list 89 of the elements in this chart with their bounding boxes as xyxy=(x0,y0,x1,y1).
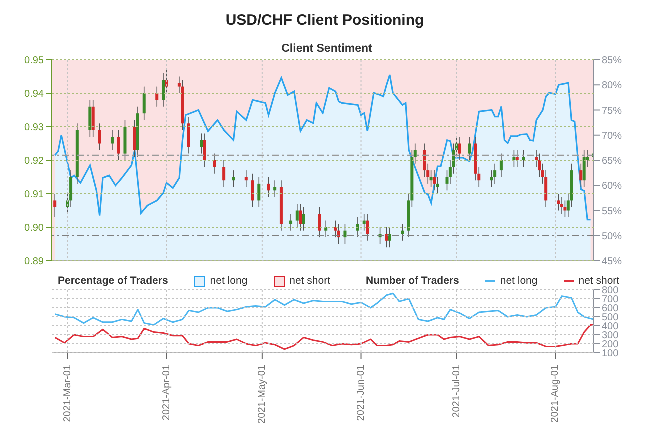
candlestick xyxy=(110,130,114,151)
candlestick xyxy=(162,73,165,108)
candlestick xyxy=(385,227,388,248)
legend-label: net short xyxy=(290,275,331,287)
legend-title: Number of Traders xyxy=(366,275,460,287)
candlestick xyxy=(302,207,306,232)
y2-tick-label: 600 xyxy=(602,304,620,315)
candlestick xyxy=(133,120,136,158)
y-tick-label: 0.92 xyxy=(24,156,44,168)
candlestick xyxy=(244,170,248,188)
x-tick-label: 2021-Apr-01 xyxy=(161,364,172,421)
y-tick-label: 0.94 xyxy=(24,89,44,100)
y2-tick-label: 45% xyxy=(602,256,622,268)
candlestick xyxy=(200,133,204,154)
candlestick xyxy=(337,224,340,245)
candlestick xyxy=(366,214,370,242)
candlestick xyxy=(516,150,519,168)
candlestick xyxy=(324,220,328,238)
y-tick-label: 0.89 xyxy=(24,256,44,268)
x-tick-label: 2021-Aug-01 xyxy=(550,364,562,423)
legend-label: net short xyxy=(578,275,620,287)
y2-tick-label: 500 xyxy=(602,312,620,324)
y-tick-label: 0.91 xyxy=(24,190,44,201)
candlestick xyxy=(299,204,302,232)
candlestick xyxy=(458,136,462,161)
candlestick xyxy=(142,86,146,121)
y2-tick-label: 60% xyxy=(602,181,622,192)
x-tick-label: 2021-May-01 xyxy=(256,364,268,424)
candlestick xyxy=(432,170,436,192)
y2-tick-label: 100 xyxy=(602,348,620,360)
candlestick xyxy=(557,194,560,212)
y-tick-label: 0.93 xyxy=(24,122,44,134)
y2-tick-label: 80% xyxy=(602,80,622,92)
x-tick-label: 2021-Mar-01 xyxy=(62,364,74,422)
candlestick xyxy=(290,214,293,232)
y2-tick-label: 50% xyxy=(602,231,622,242)
y2-tick-label: 75% xyxy=(602,106,622,117)
legend-label: net long xyxy=(500,275,538,287)
candlestick xyxy=(580,163,583,188)
candlestick xyxy=(582,150,586,188)
candlestick xyxy=(88,100,92,138)
candlestick xyxy=(494,163,497,184)
candlestick xyxy=(522,150,526,168)
chart-title: USD/CHF Client Positioning xyxy=(224,12,426,29)
legend-label: net long xyxy=(210,275,248,287)
candlestick xyxy=(564,200,567,218)
x-tick-label: 2021-Jul-01 xyxy=(451,364,462,418)
candlestick xyxy=(203,133,206,168)
candlestick xyxy=(213,153,216,174)
candlestick xyxy=(54,194,57,218)
candlestick xyxy=(344,224,347,245)
candlestick xyxy=(401,224,404,242)
candlestick xyxy=(560,196,564,214)
candlestick xyxy=(222,160,226,188)
candlestick xyxy=(318,207,322,238)
line-series xyxy=(54,292,594,326)
candlestick xyxy=(98,123,102,151)
candlestick xyxy=(70,170,73,208)
chart-subtitle: Client Sentiment xyxy=(280,43,374,55)
y2-tick-label: 70% xyxy=(602,130,622,142)
x-tick-label: 2021-Jun-01 xyxy=(356,364,367,422)
y2-tick-label: 400 xyxy=(602,322,620,333)
y2-tick-label: 65% xyxy=(602,156,622,168)
y-tick-label: 0.90 xyxy=(24,223,44,234)
candlestick xyxy=(267,176,270,198)
candlestick xyxy=(468,136,472,161)
candlestick xyxy=(296,204,299,228)
candlestick xyxy=(251,174,254,208)
candlestick xyxy=(92,100,95,138)
y2-tick-label: 200 xyxy=(602,340,620,351)
candlestick xyxy=(274,180,277,198)
y2-tick-label: 800 xyxy=(602,286,620,297)
legend-title: Percentage of Traders xyxy=(58,275,168,287)
y2-tick-label: 700 xyxy=(602,294,620,306)
candlestick xyxy=(362,214,366,232)
candlestick xyxy=(188,116,190,154)
y2-tick-label: 300 xyxy=(602,330,620,342)
candlestick xyxy=(258,176,261,208)
candlestick xyxy=(388,227,392,248)
candlestick xyxy=(356,217,360,238)
candlestick xyxy=(156,86,159,108)
y-tick-label: 0.95 xyxy=(24,56,44,67)
candlestick xyxy=(512,150,516,168)
y2-tick-label: 85% xyxy=(602,56,622,67)
y2-tick-label: 55% xyxy=(602,206,622,218)
line-series xyxy=(54,324,594,350)
candlestick xyxy=(232,170,236,188)
candlestick xyxy=(500,153,503,178)
candlestick xyxy=(117,130,120,161)
